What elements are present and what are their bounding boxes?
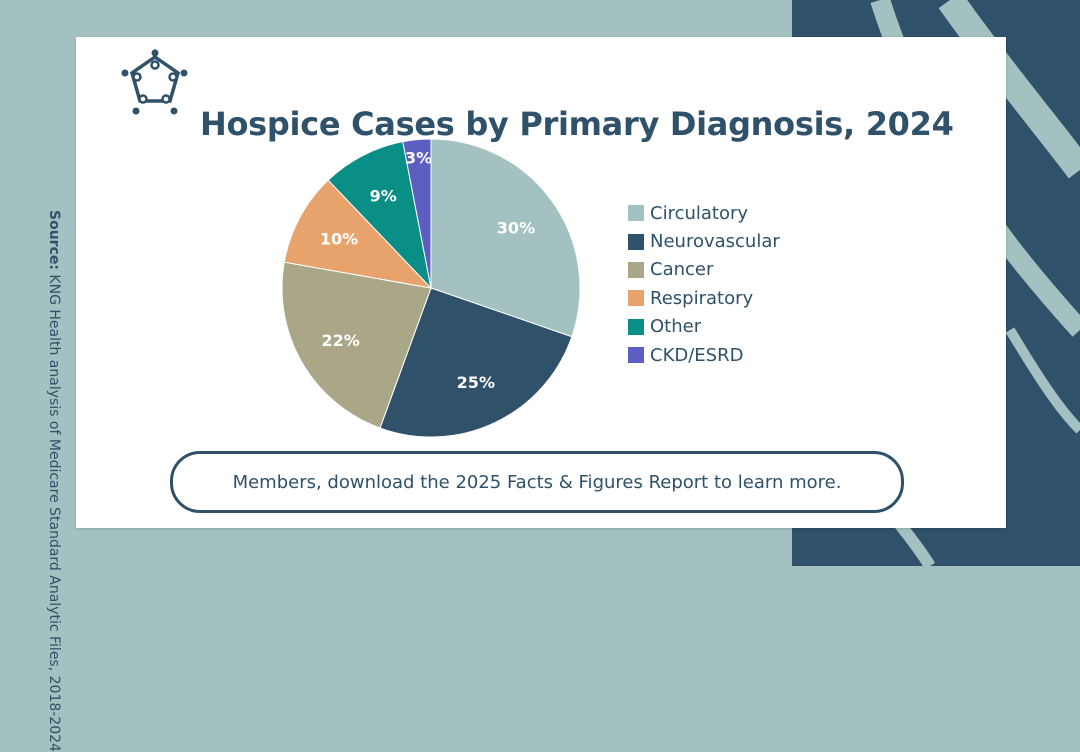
legend-swatch [628, 290, 644, 307]
cta-button[interactable]: Members, download the 2025 Facts & Figur… [170, 451, 904, 513]
background-arc [938, 0, 1080, 179]
pie-slice-ckd-esrd [402, 138, 432, 289]
source-text: KNG Health analysis of Medicare Standard… [46, 274, 62, 752]
legend-label: Respiratory [650, 287, 754, 309]
legend-swatch [628, 233, 644, 250]
legend-swatch [628, 347, 644, 364]
legend-item: Respiratory [628, 284, 780, 312]
legend-item: Cancer [628, 256, 780, 284]
legend-label: Other [650, 316, 702, 338]
pie-chart: 30% 25% 22% 10% 9% 3% [281, 138, 581, 438]
data-label: 22% [322, 331, 360, 350]
source-note: Source: KNG Health analysis of Medicare … [44, 210, 64, 752]
data-label: 10% [320, 230, 358, 249]
pie-slice-circulatory [430, 138, 581, 338]
cta-label: Members, download the 2025 Facts & Figur… [232, 471, 842, 493]
pie-slice-neurovascular [379, 287, 573, 438]
data-label: 30% [497, 219, 535, 238]
chart-legend: Circulatory Neurovascular Cancer Respirator… [628, 199, 780, 369]
legend-swatch [628, 318, 644, 335]
legend-swatch [628, 261, 644, 278]
legend-label: Neurovascular [650, 231, 780, 253]
legend-item: Other [628, 313, 780, 341]
source-label: Source: [46, 210, 62, 270]
pie-slice-cancer [281, 261, 432, 429]
pie-slice-other [327, 141, 432, 290]
legend-item: Circulatory [628, 199, 780, 227]
data-label: 3% [405, 148, 432, 167]
network-pentagon-icon [121, 49, 188, 115]
legend-swatch [628, 205, 644, 222]
legend-label: CKD/ESRD [650, 344, 744, 366]
chart-title: Hospice Cases by Primary Diagnosis, 2024 [200, 105, 954, 143]
pie-slice-respiratory [283, 179, 433, 289]
background-arc [1005, 327, 1080, 434]
infographic-card: Hospice Cases by Primary Diagnosis, 2024… [76, 37, 1006, 528]
legend-label: Cancer [650, 259, 714, 281]
data-label: 25% [457, 373, 495, 392]
data-label: 9% [370, 186, 397, 205]
legend-item: CKD/ESRD [628, 341, 780, 369]
legend-item: Neurovascular [628, 227, 780, 255]
legend-label: Circulatory [650, 202, 749, 224]
